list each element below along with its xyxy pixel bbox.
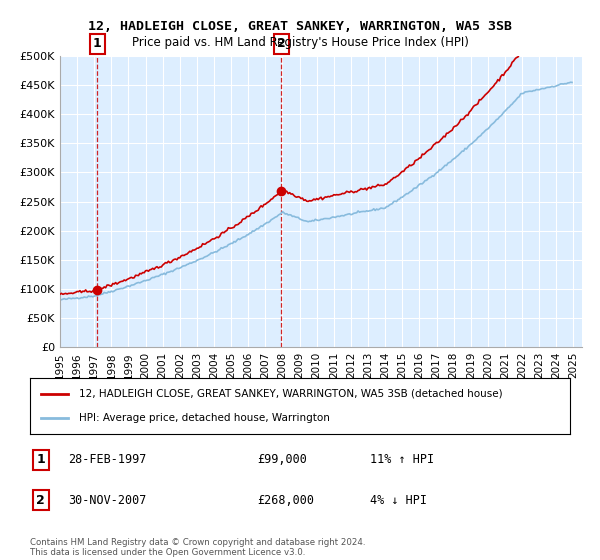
Text: 4% ↓ HPI: 4% ↓ HPI [370, 493, 427, 507]
Text: 1: 1 [93, 38, 101, 50]
Text: 30-NOV-2007: 30-NOV-2007 [68, 493, 146, 507]
Text: 2: 2 [37, 493, 45, 507]
Text: 12, HADLEIGH CLOSE, GREAT SANKEY, WARRINGTON, WA5 3SB: 12, HADLEIGH CLOSE, GREAT SANKEY, WARRIN… [88, 20, 512, 32]
Text: 2: 2 [277, 38, 286, 50]
Text: 12, HADLEIGH CLOSE, GREAT SANKEY, WARRINGTON, WA5 3SB (detached house): 12, HADLEIGH CLOSE, GREAT SANKEY, WARRIN… [79, 389, 502, 399]
Text: 28-FEB-1997: 28-FEB-1997 [68, 453, 146, 466]
Text: £268,000: £268,000 [257, 493, 314, 507]
Text: Price paid vs. HM Land Registry's House Price Index (HPI): Price paid vs. HM Land Registry's House … [131, 36, 469, 49]
Text: HPI: Average price, detached house, Warrington: HPI: Average price, detached house, Warr… [79, 413, 329, 423]
Text: Contains HM Land Registry data © Crown copyright and database right 2024.
This d: Contains HM Land Registry data © Crown c… [30, 538, 365, 557]
Text: £99,000: £99,000 [257, 453, 307, 466]
Text: 1: 1 [37, 453, 45, 466]
Text: 11% ↑ HPI: 11% ↑ HPI [370, 453, 434, 466]
